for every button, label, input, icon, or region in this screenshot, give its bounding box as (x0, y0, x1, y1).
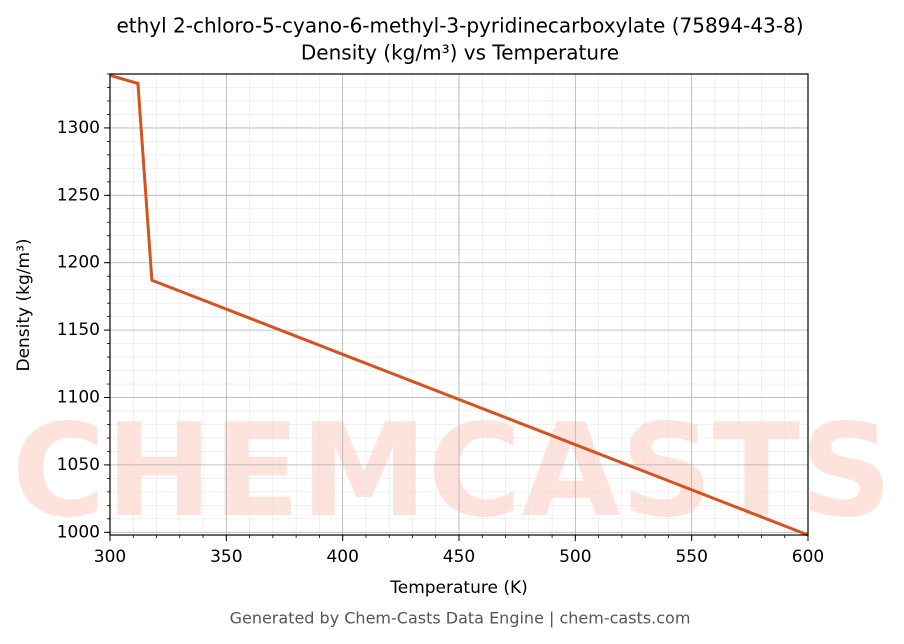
footer: Generated by Chem-Casts Data Engine | ch… (230, 609, 691, 628)
x-tick-label: 300 (94, 547, 126, 567)
y-tick-label: 1300 (57, 118, 100, 138)
x-axis-label: Temperature (K) (389, 578, 528, 598)
chart-subtitle: Density (kg/m³) vs Temperature (301, 41, 619, 65)
y-axis-label: Density (kg/m³) (14, 238, 34, 371)
x-tick-label: 500 (559, 547, 591, 567)
y-tick-label: 1100 (57, 388, 100, 408)
x-tick-label: 600 (792, 547, 824, 567)
y-tick-label: 1250 (57, 185, 100, 205)
data-line (109, 73, 809, 537)
watermark: CHEMCASTS (12, 397, 893, 546)
plot-frame (109, 73, 809, 536)
y-tick-label: 1150 (57, 320, 100, 340)
x-tick-label: 550 (675, 547, 707, 567)
x-tick-label: 400 (326, 547, 358, 567)
chart-title: ethyl 2-chloro-5-cyano-6-methyl-3-pyridi… (116, 14, 803, 38)
y-tick-label: 1050 (57, 455, 100, 475)
y-tick-label: 1000 (57, 522, 100, 542)
x-tick-label: 350 (210, 547, 242, 567)
x-tick-label: 450 (443, 547, 475, 567)
y-tick-label: 1200 (57, 253, 100, 273)
